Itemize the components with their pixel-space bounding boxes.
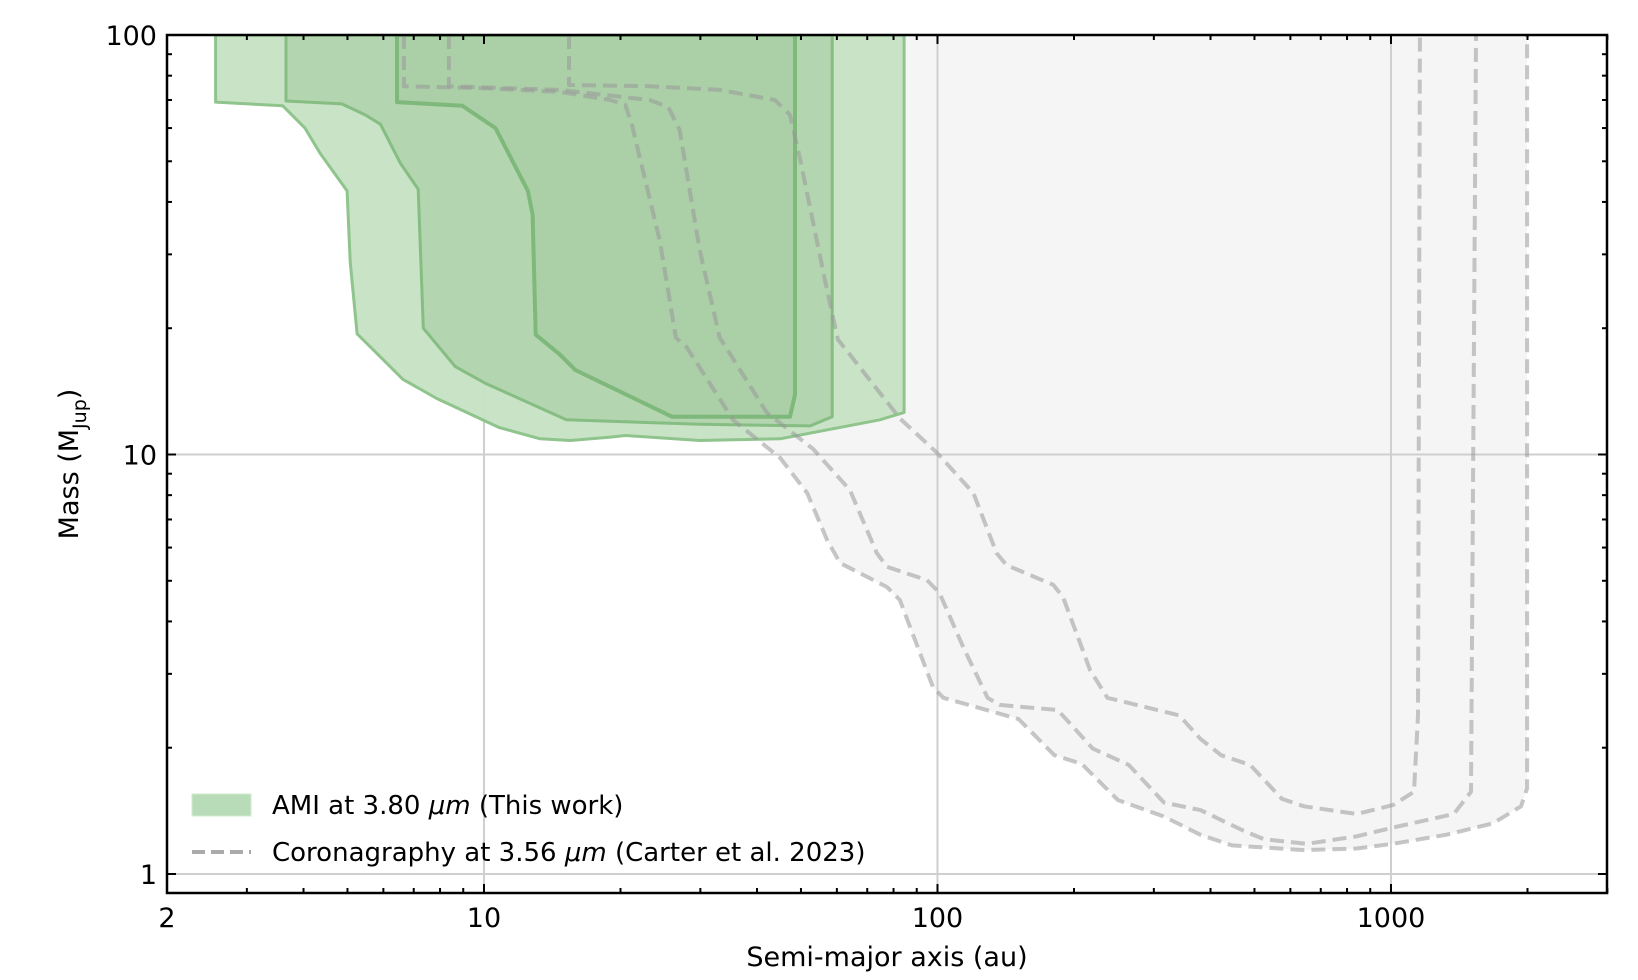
x-tick-label: 2 [158,903,175,934]
ami-contours-layer [214,35,906,442]
y-tick-label: 10 [123,441,157,472]
y-tick-label: 100 [105,21,157,52]
y-tick-label: 1 [140,860,157,891]
coronagraphy-curve [401,35,1530,853]
ami-contour [395,35,797,419]
x-tick-label: 1000 [1357,903,1426,934]
y-axis-title: Mass (MJup) [54,389,91,540]
coronagraphy-curves-layer [401,35,1530,853]
axes-frame [165,33,1609,895]
legend-coronagraphy-label: Coronagraphy at 3.56 μm (Carter et al. 2… [272,838,865,868]
x-tick-label: 100 [912,903,964,934]
legend-ami-label: AMI at 3.80 μm (This work) [272,791,623,821]
coronagraphy-curve [567,35,1422,816]
legend-ami-patch [191,793,252,817]
x-axis-title: Semi-major axis (au) [746,942,1027,973]
coronagraphy-curve [446,35,1478,846]
x-tick-label: 10 [467,903,501,934]
legend: AMI at 3.80 μm (This work) Coronagraphy … [191,791,865,868]
tick-labels: 2 10 100 1000 1 10 100 [105,21,1425,934]
plot-background-right [1527,35,1607,893]
